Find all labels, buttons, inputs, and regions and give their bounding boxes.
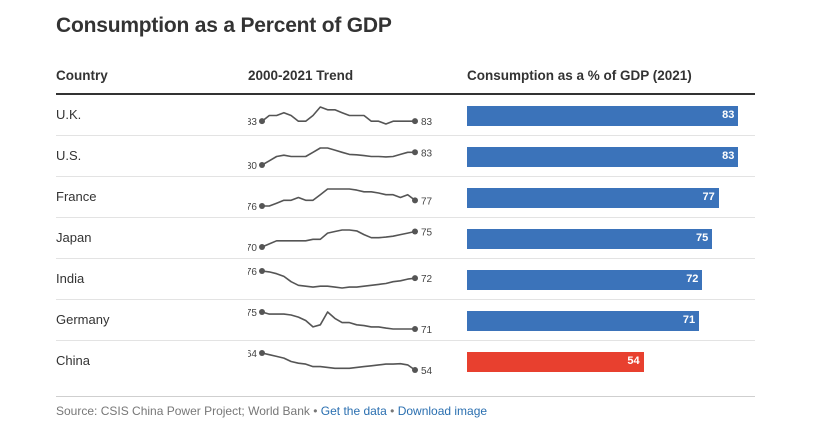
bar: 71 bbox=[467, 311, 700, 331]
country-label: China bbox=[56, 353, 90, 368]
row-divider bbox=[56, 135, 755, 136]
trend-sparkline: 76 72 bbox=[248, 267, 433, 289]
table-row: Japan 70 75 75 bbox=[56, 218, 755, 259]
row-divider bbox=[56, 340, 755, 341]
trend-start-label: 64 bbox=[248, 349, 257, 360]
chart-title: Consumption as a Percent of GDP bbox=[56, 14, 392, 37]
source-separator: • bbox=[386, 404, 398, 418]
trend-start-label: 75 bbox=[248, 308, 257, 319]
country-label: U.S. bbox=[56, 148, 82, 163]
country-label: France bbox=[56, 189, 97, 204]
table-row: U.K. 83 83 83 bbox=[56, 95, 755, 136]
get-data-link[interactable]: Get the data bbox=[320, 404, 387, 418]
trend-start-dot bbox=[259, 350, 265, 356]
trend-start-dot bbox=[259, 162, 265, 168]
trend-line bbox=[261, 229, 416, 248]
country-label: Germany bbox=[56, 312, 110, 327]
bar-value-label: 72 bbox=[686, 273, 699, 285]
bar-value-label: 83 bbox=[722, 150, 735, 162]
trend-line bbox=[261, 311, 415, 330]
trend-end-dot bbox=[412, 197, 418, 204]
footer-rule bbox=[56, 396, 755, 397]
row-divider bbox=[56, 299, 755, 300]
trend-line bbox=[261, 106, 415, 125]
trend-sparkline: 80 83 bbox=[248, 147, 433, 172]
trend-start-dot bbox=[259, 268, 265, 274]
country-label: India bbox=[56, 271, 85, 286]
bar-value-label: 75 bbox=[696, 232, 709, 244]
bar-value-label: 54 bbox=[627, 355, 640, 367]
trend-sparkline: 64 54 bbox=[248, 349, 433, 377]
source-separator: • bbox=[309, 404, 321, 418]
trend-end-label: 83 bbox=[421, 148, 433, 159]
trend-line bbox=[261, 270, 416, 289]
bar: 54 bbox=[467, 352, 644, 372]
trend-start-label: 83 bbox=[248, 117, 257, 128]
trend-start-label: 76 bbox=[248, 202, 257, 213]
trend-end-label: 54 bbox=[421, 366, 433, 377]
trend-end-label: 72 bbox=[421, 274, 433, 285]
row-divider bbox=[56, 258, 755, 259]
trend-sparkline: 76 77 bbox=[248, 188, 433, 213]
trend-line bbox=[262, 188, 416, 207]
bar: 83 bbox=[467, 147, 739, 167]
header-trend: 2000-2021 Trend bbox=[248, 68, 354, 83]
bar-value-label: 71 bbox=[682, 314, 696, 326]
bar-value-label: 83 bbox=[722, 109, 735, 121]
trend-end-label: 75 bbox=[421, 228, 433, 239]
trend-start-dot bbox=[259, 118, 265, 125]
row-divider bbox=[56, 176, 755, 177]
trend-end-label: 71 bbox=[421, 325, 433, 336]
trend-sparkline: 75 71 bbox=[248, 308, 433, 336]
trend-start-dot bbox=[259, 244, 265, 250]
trend-line bbox=[261, 147, 415, 166]
table-row: China 64 54 54 bbox=[56, 341, 755, 382]
trend-end-dot bbox=[412, 326, 418, 332]
table-row: U.S. 80 83 83 bbox=[56, 136, 755, 177]
bar: 72 bbox=[467, 270, 703, 290]
trend-end-label: 77 bbox=[421, 196, 433, 207]
row-divider bbox=[56, 217, 755, 218]
trend-sparkline: 70 75 bbox=[248, 228, 433, 254]
trend-start-label: 76 bbox=[248, 267, 257, 278]
country-label: Japan bbox=[56, 230, 92, 245]
table-row: France 76 77 77 bbox=[56, 177, 755, 218]
header-bar: Consumption as a % of GDP (2021) bbox=[467, 68, 692, 83]
trend-start-dot bbox=[259, 309, 265, 315]
table-row: India 76 72 72 bbox=[56, 259, 755, 300]
trend-end-dot bbox=[412, 228, 418, 235]
bar-value-label: 77 bbox=[702, 191, 715, 203]
header-country: Country bbox=[56, 68, 108, 83]
trend-sparkline: 83 83 bbox=[248, 106, 433, 128]
source-line: Source: CSIS China Power Project; World … bbox=[56, 404, 487, 418]
trend-start-label: 70 bbox=[248, 243, 257, 254]
trend-end-dot bbox=[412, 118, 418, 125]
table-row: Germany 75 71 71 bbox=[56, 300, 755, 341]
country-label: U.K. bbox=[56, 107, 82, 122]
trend-end-dot bbox=[412, 367, 418, 373]
source-text: Source: CSIS China Power Project; World … bbox=[56, 404, 310, 418]
trend-end-dot bbox=[412, 149, 418, 156]
trend-line bbox=[261, 352, 416, 371]
bar: 83 bbox=[467, 106, 739, 126]
bar: 77 bbox=[467, 188, 719, 208]
trend-start-dot bbox=[259, 203, 265, 209]
trend-end-dot bbox=[412, 275, 418, 282]
header-rule bbox=[56, 93, 755, 95]
trend-end-label: 83 bbox=[421, 117, 433, 128]
download-image-link[interactable]: Download image bbox=[397, 404, 488, 418]
trend-start-label: 80 bbox=[248, 161, 257, 172]
bar: 75 bbox=[467, 229, 713, 249]
